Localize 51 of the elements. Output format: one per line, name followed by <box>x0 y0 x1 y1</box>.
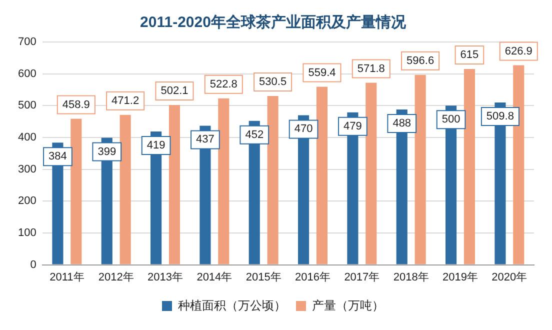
bar <box>168 104 180 264</box>
x-tick-label: 2014年 <box>196 271 232 284</box>
bar <box>414 74 426 264</box>
data-label: 522.8 <box>210 78 238 90</box>
bar <box>316 86 328 264</box>
data-label: 509.8 <box>486 110 514 123</box>
data-label: 458.9 <box>62 98 90 111</box>
bar <box>366 82 377 264</box>
data-label: 502.1 <box>160 85 188 98</box>
y-tick-label: 400 <box>18 132 36 144</box>
y-tick-label: 300 <box>18 163 36 176</box>
x-tick-label: 2015年 <box>246 271 282 284</box>
x-tick-label: 2013年 <box>148 271 184 284</box>
y-tick-label: 200 <box>18 195 36 208</box>
legend-label: 种植面积（万公顷） <box>178 298 286 312</box>
data-label: 626.9 <box>504 45 532 58</box>
bar <box>218 98 230 264</box>
data-label: 500 <box>442 114 460 126</box>
data-label: 419 <box>146 139 166 152</box>
data-label: 437 <box>196 134 214 146</box>
y-tick-label: 0 <box>30 258 36 271</box>
x-tick-label: 2016年 <box>295 271 330 284</box>
x-tick-label: 2018年 <box>393 271 429 284</box>
bar <box>464 69 476 264</box>
bar <box>70 118 82 264</box>
y-tick-label: 600 <box>18 68 36 80</box>
chart-title: 2011-2020年全球茶产业面积及产量情况 <box>140 14 407 32</box>
x-tick-label: 2011年 <box>50 271 84 284</box>
bar <box>513 65 524 264</box>
data-label: 615 <box>460 49 479 62</box>
data-label: 471.2 <box>112 94 140 107</box>
data-label: 596.6 <box>406 54 434 67</box>
data-label: 384 <box>48 150 67 163</box>
y-tick-label: 500 <box>18 100 36 112</box>
data-label: 530.5 <box>259 76 287 88</box>
y-tick-label: 700 <box>18 36 36 48</box>
data-label: 559.4 <box>308 66 336 79</box>
x-tick-label: 2017年 <box>344 271 380 284</box>
data-label: 571.8 <box>357 62 385 75</box>
x-tick-label: 2020年 <box>492 271 528 284</box>
legend-label: 产量（万吨） <box>312 298 384 312</box>
data-label: 470 <box>294 123 313 136</box>
data-label: 399 <box>98 146 116 158</box>
data-label: 452 <box>245 128 264 141</box>
bar <box>267 96 278 264</box>
x-tick-label: 2012年 <box>98 271 134 284</box>
bar <box>120 114 131 264</box>
data-label: 488 <box>392 118 412 130</box>
y-tick-label: 100 <box>18 227 36 240</box>
data-label: 479 <box>344 120 362 132</box>
x-tick-label: 2019年 <box>442 271 478 284</box>
